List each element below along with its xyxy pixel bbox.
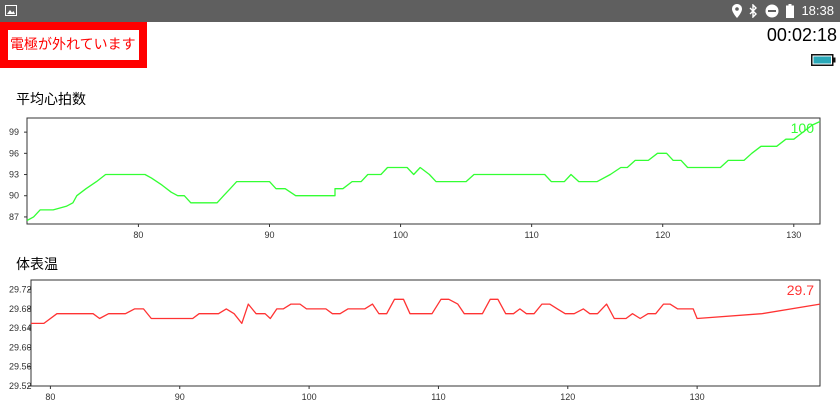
body-temp-x-tick-label: 120 — [560, 392, 575, 402]
heart-rate-series-line — [26, 120, 821, 222]
status-clock: 18:38 — [801, 3, 834, 18]
body-temp-x-tick-label: 90 — [175, 392, 185, 402]
body-temp-y-tick-label: 29.72 — [9, 285, 32, 295]
heart-rate-chart: 87 90 93 96 99 80 90 100 110 120 130 100 — [9, 117, 821, 240]
body-temp-chart: 29.52 29.56 29.60 29.64 29.68 29.72 80 90 100 110… — [9, 279, 821, 402]
heart-rate-plot-frame — [26, 117, 821, 225]
body-temp-y-tick-label: 29.64 — [9, 323, 32, 333]
do-not-disturb-icon — [765, 4, 779, 18]
heart-rate-current-value: 100 — [791, 120, 815, 136]
heart-rate-y-tick-label: 93 — [9, 170, 19, 180]
body-temp-x-tick-label: 130 — [690, 392, 705, 402]
body-temp-x-tick-label: 80 — [45, 392, 55, 402]
heart-rate-x-tick-label: 110 — [524, 230, 538, 240]
battery-icon — [786, 4, 795, 18]
body-temp-series-line — [31, 298, 821, 325]
body-temp-y-tick-label: 29.56 — [9, 362, 32, 372]
body-temp-y-tick-label: 29.60 — [9, 342, 32, 352]
heart-rate-x-tick-label: 80 — [133, 230, 143, 240]
heart-rate-title: 平均心拍数 — [16, 92, 86, 108]
heart-rate-y-tick-label: 87 — [9, 212, 19, 222]
system-status-bar: 18:38 — [0, 0, 840, 22]
electrode-disconnected-alert: 電極が外れています — [0, 22, 147, 68]
heart-rate-y-tick-label: 90 — [9, 191, 19, 201]
device-battery-icon — [811, 54, 836, 66]
alert-text: 電極が外れています — [8, 30, 139, 60]
elapsed-timer: 00:02:18 — [766, 25, 837, 45]
heart-rate-y-tick-label: 99 — [9, 127, 19, 137]
body-temp-current-value: 29.7 — [787, 282, 814, 298]
body-temp-y-tick-label: 29.68 — [9, 304, 32, 314]
heart-rate-x-tick-label: 100 — [393, 230, 408, 240]
body-temp-y-tick-label: 29.52 — [9, 381, 32, 391]
heart-rate-y-tick-label: 96 — [9, 148, 19, 158]
body-temp-x-tick-label: 100 — [302, 392, 317, 402]
body-temp-x-tick-label: 110 — [431, 392, 445, 402]
heart-rate-x-tick-label: 130 — [786, 230, 801, 240]
heart-rate-x-tick-label: 120 — [655, 230, 670, 240]
image-icon — [5, 5, 17, 16]
heart-rate-x-tick-label: 90 — [264, 230, 274, 240]
body-temp-title: 体表温 — [16, 257, 58, 273]
body-temp-plot-frame — [30, 279, 821, 387]
bluetooth-icon — [749, 4, 758, 18]
location-icon — [732, 4, 743, 18]
